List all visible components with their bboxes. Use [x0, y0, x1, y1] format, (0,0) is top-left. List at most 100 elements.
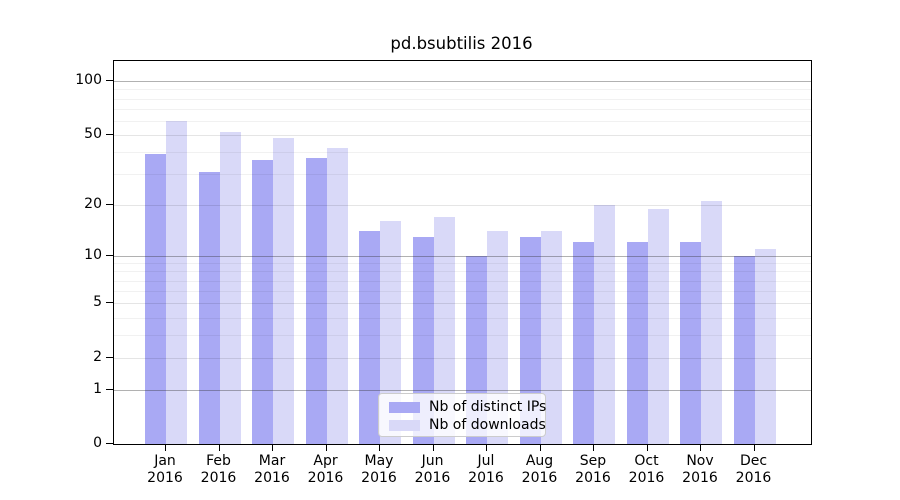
x-tick-month: Aug — [525, 453, 554, 469]
x-tick-year: 2016 — [254, 469, 290, 486]
bar-distinct-ips — [198, 171, 220, 444]
bar-distinct-ips — [573, 242, 594, 444]
bar-distinct-ips — [305, 158, 327, 444]
bar-downloads — [219, 131, 241, 444]
bar-distinct-ips — [145, 154, 166, 444]
x-tick-label: Jun 2016 — [401, 453, 465, 486]
x-tick-month: Jul — [477, 453, 495, 469]
x-tick-label: Jul 2016 — [454, 453, 518, 486]
x-tick-month: Jun — [421, 453, 444, 469]
gridline — [114, 98, 811, 100]
legend-swatch-distinct-ips — [389, 401, 420, 413]
x-tick-label: May 2016 — [347, 453, 411, 486]
x-tick-label: Dec 2016 — [722, 453, 786, 486]
chart-title: pd.bsubtilis 2016 — [390, 34, 533, 53]
legend-label-downloads: Nb of downloads — [429, 417, 546, 433]
bar-distinct-ips — [733, 255, 755, 444]
gridline — [114, 291, 811, 292]
gridline — [114, 134, 811, 136]
x-tick-mark — [379, 444, 380, 451]
bar-downloads — [326, 148, 348, 444]
x-tick-mark — [646, 444, 648, 451]
y-tick-label: 20 — [84, 195, 102, 212]
x-tick-year: 2016 — [682, 469, 718, 486]
x-tick-mark — [539, 444, 541, 451]
gridline — [114, 204, 811, 206]
bar-downloads — [754, 248, 776, 444]
x-tick-year: 2016 — [200, 469, 237, 486]
y-tick-label: 2 — [93, 348, 102, 365]
bar-downloads — [647, 208, 669, 444]
x-tick-mark — [218, 444, 220, 451]
gridline — [114, 174, 811, 176]
x-tick-mark — [165, 444, 166, 451]
x-tick-year: 2016 — [147, 469, 183, 486]
x-tick-mark — [272, 444, 273, 451]
gridline — [114, 108, 811, 110]
x-tick-mark — [325, 444, 327, 451]
x-tick-label: Feb 2016 — [187, 453, 251, 486]
bar-distinct-ips — [412, 236, 434, 444]
x-tick-mark — [432, 444, 434, 451]
y-tick-mark — [106, 80, 113, 82]
x-tick-year: 2016 — [307, 469, 344, 486]
legend-label-distinct-ips: Nb of distinct IPs — [429, 399, 547, 415]
x-tick-label: Oct 2016 — [615, 453, 679, 486]
x-tick-mark — [593, 444, 594, 451]
gridline — [114, 335, 811, 336]
x-tick-mark — [700, 444, 701, 451]
bar-distinct-ips — [359, 231, 380, 444]
x-tick-year: 2016 — [735, 469, 772, 486]
y-tick-label: 5 — [93, 294, 102, 311]
y-tick-mark — [106, 443, 113, 444]
legend-swatch-downloads — [389, 419, 420, 431]
x-tick-month: Dec — [739, 453, 768, 469]
gridline — [114, 255, 811, 257]
x-tick-month: Feb — [206, 453, 231, 469]
bar-distinct-ips — [680, 242, 701, 444]
x-tick-year: 2016 — [361, 469, 397, 486]
gridline — [114, 263, 811, 264]
gridline — [114, 389, 811, 391]
y-tick-mark — [106, 356, 113, 358]
x-tick-month: Nov — [686, 453, 714, 469]
y-tick-mark — [106, 133, 113, 135]
x-tick-mark — [486, 444, 487, 451]
gridline — [114, 152, 811, 154]
bar-downloads — [594, 204, 615, 444]
bar-downloads — [166, 120, 187, 444]
y-tick-mark — [106, 203, 113, 205]
x-tick-year: 2016 — [575, 469, 611, 486]
legend-row-distinct-ips: Nb of distinct IPs — [379, 398, 547, 416]
y-tick-mark — [106, 388, 113, 390]
bar-downloads — [273, 138, 294, 444]
gridline — [114, 303, 811, 305]
legend-row-downloads: Nb of downloads — [379, 416, 546, 434]
x-tick-month: Oct — [634, 453, 659, 469]
y-tick-label: 100 — [75, 72, 102, 89]
x-tick-label: Jan 2016 — [133, 453, 197, 486]
bar-downloads — [433, 216, 455, 444]
x-tick-label: Sep 2016 — [561, 453, 625, 486]
y-tick-label: 50 — [84, 125, 102, 142]
gridline — [114, 271, 811, 273]
bar-distinct-ips — [626, 242, 648, 444]
legend: Nb of distinct IPs Nb of downloads — [378, 393, 546, 437]
y-tick-label: 10 — [84, 246, 102, 263]
bar-distinct-ips — [519, 236, 541, 444]
y-tick-label: 0 — [93, 435, 102, 451]
x-tick-label: Aug 2016 — [508, 453, 572, 486]
plot-area — [113, 60, 812, 445]
gridline — [114, 317, 811, 319]
x-tick-label: Nov 2016 — [668, 453, 732, 486]
gridline — [114, 357, 811, 359]
x-tick-label: Apr 2016 — [294, 453, 358, 486]
x-tick-month: Mar — [258, 453, 286, 469]
gridline — [114, 89, 811, 91]
x-tick-month: Apr — [313, 453, 338, 469]
bar-downloads — [487, 231, 508, 444]
y-tick-mark — [106, 254, 113, 256]
x-tick-year: 2016 — [521, 469, 558, 486]
bar-downloads — [540, 231, 562, 444]
gridline — [114, 81, 811, 83]
